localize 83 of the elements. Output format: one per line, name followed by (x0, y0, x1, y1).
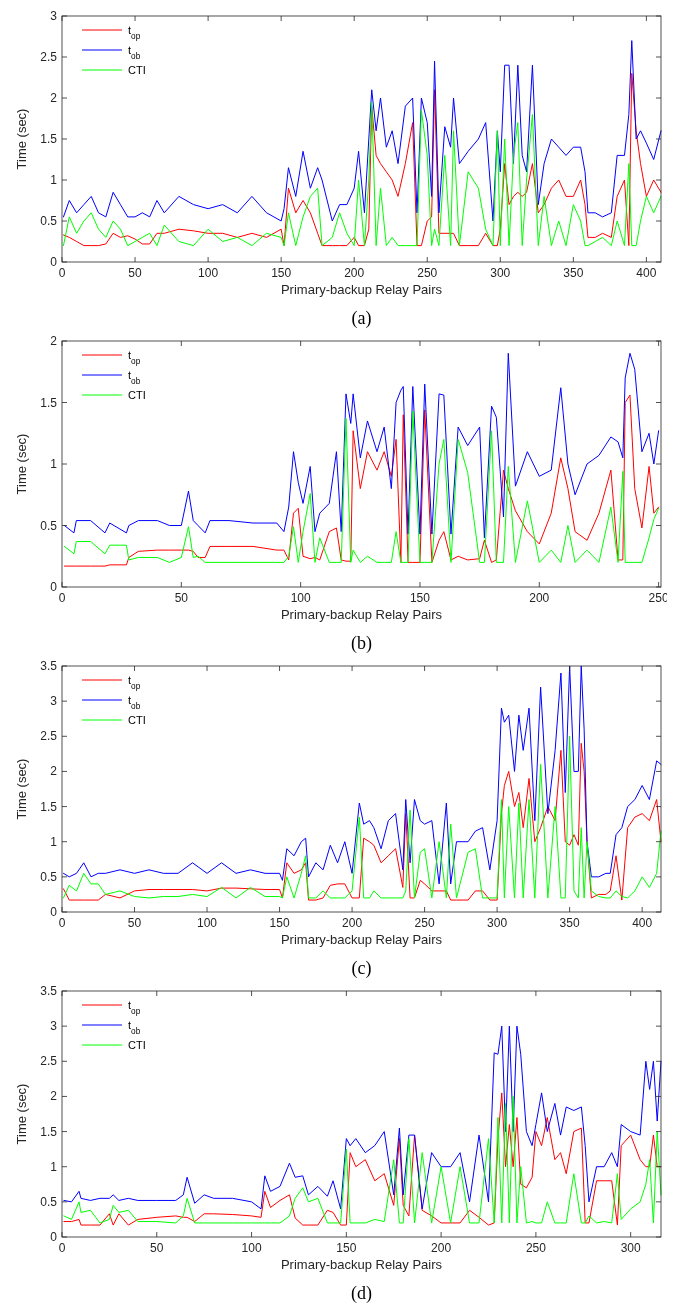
x-tick-label: 200 (342, 916, 363, 930)
x-tick-label: 300 (620, 1241, 641, 1255)
y-tick-label: 1.5 (40, 799, 58, 814)
y-tick-label: 0.5 (40, 518, 58, 533)
y-tick-label: 1 (50, 1159, 58, 1174)
y-tick-label: 0.5 (40, 869, 58, 884)
y-tick-label: 2.5 (40, 50, 58, 64)
line-series (62, 665, 662, 885)
legend-label: t$_{op}$ (128, 349, 141, 366)
x-axis-title: Primary-backup Relay Pairs (280, 932, 443, 947)
x-tick-label: 250 (417, 266, 438, 280)
y-tick-label: 3 (50, 694, 58, 709)
y-axis-title: Time (sec) (14, 433, 29, 495)
x-tick-label: 150 (409, 591, 431, 605)
legend-label: t$_{op}$ (128, 999, 141, 1016)
y-tick-label: 2 (50, 91, 58, 105)
x-tick-label: 100 (197, 916, 218, 930)
legend-label: t$_{op}$ (128, 24, 141, 41)
x-tick-label: 100 (290, 591, 311, 605)
y-tick-label: 0.5 (40, 1194, 58, 1209)
y-axis-title: Time (sec) (14, 1083, 29, 1145)
line-series (62, 40, 662, 222)
legend-label: t$_{ob}$ (128, 44, 141, 61)
y-tick-label: 1 (50, 834, 58, 849)
legend-label: t$_{op}$ (128, 674, 141, 691)
legend-label: t$_{ob}$ (128, 369, 141, 386)
y-tick-label: 3.5 (40, 984, 58, 998)
text: (b) (351, 633, 372, 654)
y-axis-title: Time (sec) (14, 108, 29, 170)
x-tick-label: 200 (431, 1241, 452, 1255)
y-tick-label: 0 (50, 1230, 58, 1244)
x-tick-label: 150 (269, 916, 290, 930)
x-tick-label: 200 (529, 591, 550, 605)
y-tick-label: 2 (50, 334, 58, 348)
y-tick-label: 1.5 (40, 1124, 58, 1139)
y-tick-label: 2 (50, 764, 58, 779)
y-tick-label: 1.5 (40, 395, 58, 410)
legend-label: t$_{ob}$ (128, 694, 141, 711)
y-tick-label: 0 (50, 905, 58, 919)
x-axis-title: Primary-backup Relay Pairs (280, 607, 443, 622)
text: (c) (351, 958, 372, 979)
x-tick-label: 250 (525, 1241, 547, 1255)
y-tick-label: 3 (50, 1019, 58, 1034)
x-tick-label: 350 (559, 916, 580, 930)
y-tick-label: 1 (50, 173, 58, 187)
legend-label: CTI (128, 64, 146, 76)
x-tick-label: 50 (174, 591, 189, 605)
y-tick-label: 1.5 (40, 132, 58, 146)
y-axis-title: Time (sec) (14, 758, 29, 820)
x-tick-label: 250 (414, 916, 435, 930)
x-tick-label: 350 (563, 266, 584, 280)
y-tick-label: 0.5 (40, 214, 58, 228)
x-tick-label: 300 (487, 916, 508, 930)
y-tick-label: 2.5 (40, 729, 58, 744)
x-tick-label: 300 (490, 266, 511, 280)
legend-label: CTI (128, 1039, 146, 1051)
y-tick-label: 3.5 (40, 659, 58, 673)
x-axis-title: Primary-backup Relay Pairs (280, 282, 443, 297)
legend-label: CTI (128, 714, 146, 726)
y-tick-label: 3 (50, 9, 58, 23)
x-tick-label: 400 (636, 266, 657, 280)
x-tick-label: 150 (336, 1241, 357, 1255)
x-tick-label: 150 (271, 266, 292, 280)
x-tick-label: 400 (632, 916, 653, 930)
text: (a) (351, 308, 372, 329)
y-tick-label: 2 (50, 1089, 58, 1104)
line-series (62, 72, 662, 247)
x-tick-label: 50 (127, 916, 142, 930)
legend-label: CTI (128, 389, 146, 401)
y-tick-label: 0 (50, 580, 58, 594)
line-series (62, 101, 662, 247)
y-tick-label: 1 (50, 457, 58, 471)
legend-label: t$_{ob}$ (128, 1019, 141, 1036)
line-series (63, 352, 660, 539)
y-tick-label: 2.5 (40, 1054, 58, 1069)
x-tick-label: 50 (128, 266, 143, 280)
y-tick-label: 0 (50, 255, 58, 269)
x-tick-label: 50 (150, 1241, 164, 1255)
x-axis-title: Primary-backup Relay Pairs (280, 1257, 443, 1272)
text: (d) (351, 1283, 372, 1304)
x-tick-label: 100 (198, 266, 219, 280)
x-tick-label: 100 (241, 1241, 262, 1255)
x-tick-label: 200 (344, 266, 365, 280)
